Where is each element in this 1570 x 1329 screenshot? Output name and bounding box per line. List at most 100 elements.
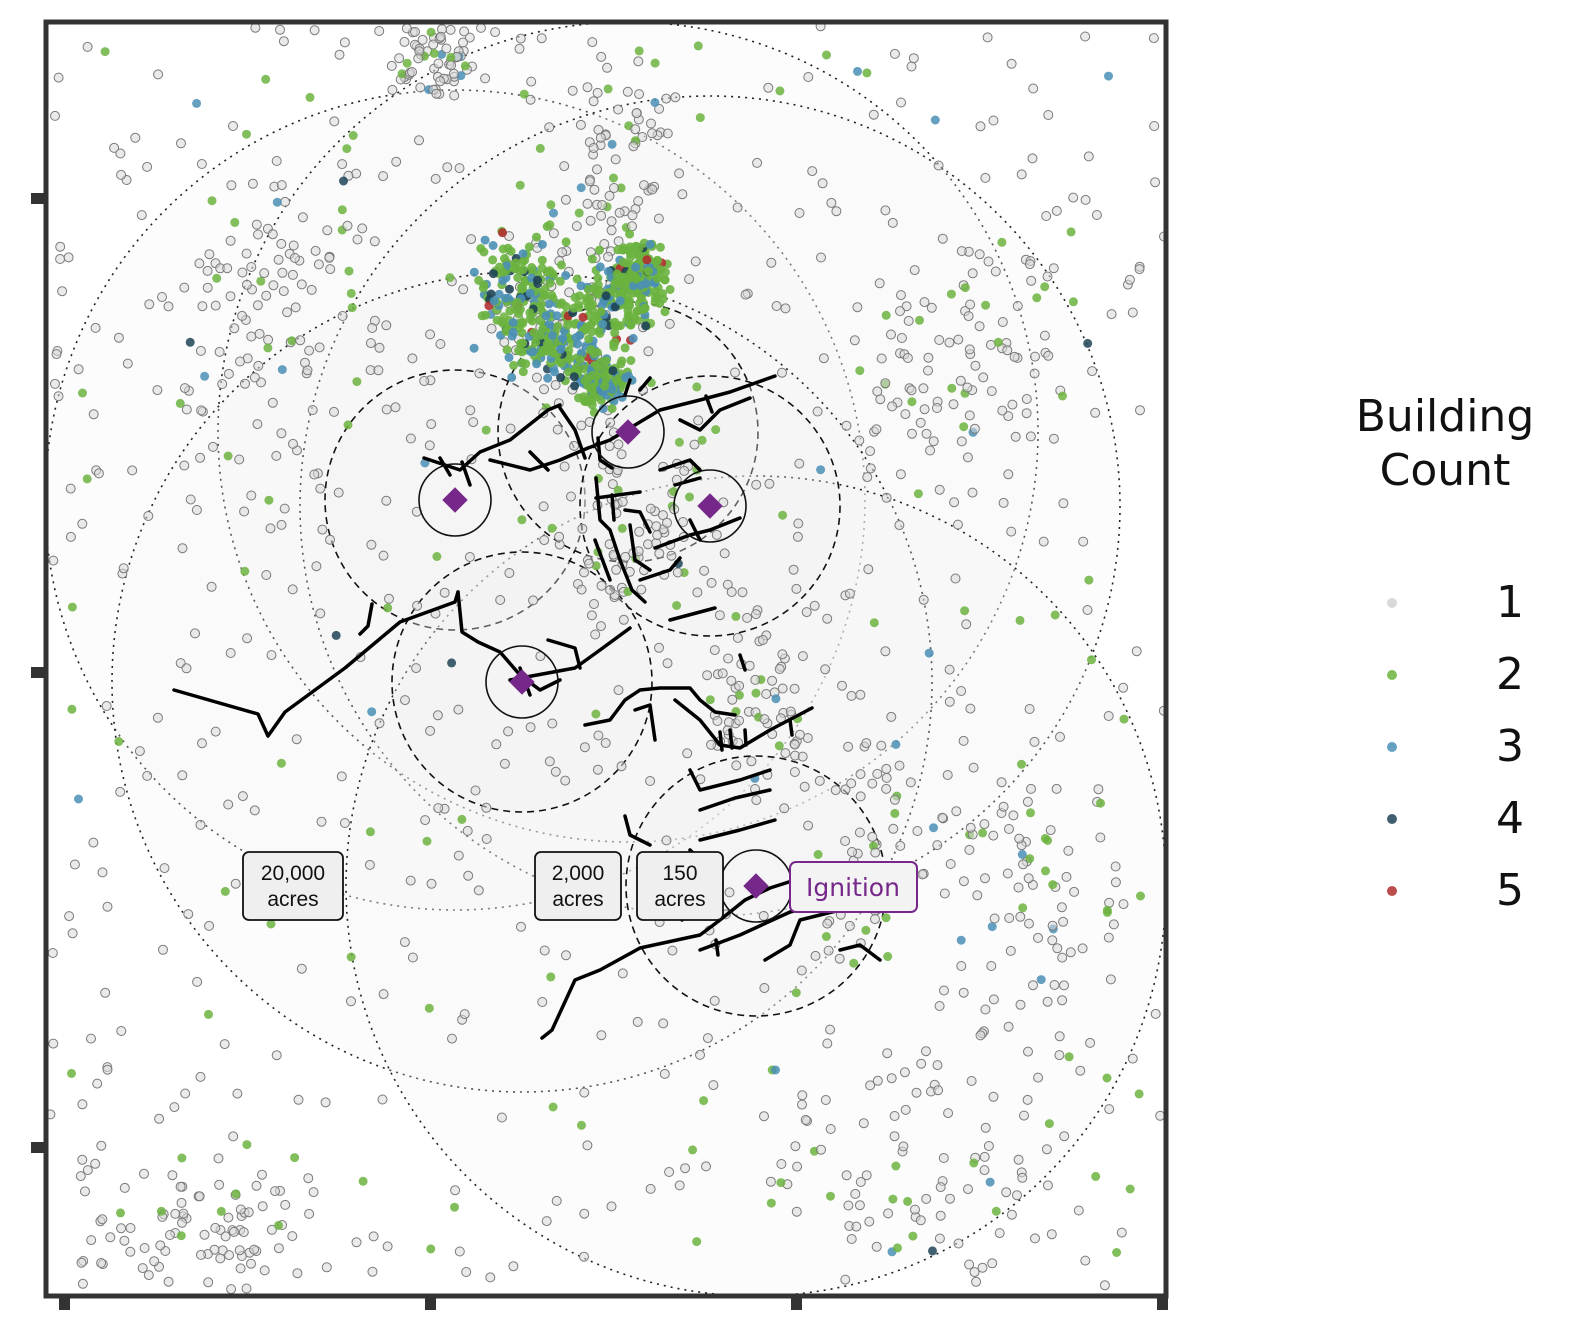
building-point	[580, 397, 590, 406]
building-point	[830, 785, 841, 796]
building-point	[788, 564, 799, 575]
building-point	[1041, 866, 1050, 876]
building-point	[1135, 405, 1145, 416]
building-point	[677, 189, 688, 200]
building-point	[861, 925, 871, 935]
area-label-20000-value: 20,000	[261, 862, 325, 885]
building-point	[617, 356, 627, 366]
building-point	[880, 205, 891, 216]
building-point	[256, 276, 266, 286]
building-point	[307, 405, 318, 415]
building-point	[272, 197, 282, 207]
building-point	[919, 297, 930, 308]
building-point	[598, 319, 608, 329]
building-point	[64, 911, 75, 922]
building-point	[750, 674, 761, 685]
building-point	[101, 701, 112, 711]
building-point	[228, 121, 238, 131]
building-point	[200, 371, 210, 381]
building-point	[573, 339, 583, 349]
building-point	[605, 584, 616, 595]
building-point	[453, 704, 464, 715]
building-point	[1028, 980, 1038, 991]
building-point	[620, 343, 630, 353]
building-point	[337, 205, 347, 215]
building-point	[650, 293, 660, 303]
building-point	[53, 72, 64, 83]
building-point	[536, 33, 547, 44]
building-point	[692, 382, 702, 392]
building-point	[266, 919, 276, 929]
building-point	[1106, 309, 1117, 320]
building-point	[481, 834, 492, 844]
building-point	[271, 156, 282, 166]
building-point	[259, 1265, 270, 1276]
building-point	[601, 356, 611, 366]
building-point	[579, 1087, 590, 1098]
building-point	[579, 567, 589, 578]
building-point	[844, 920, 855, 931]
building-point	[113, 332, 124, 343]
building-point	[259, 268, 270, 279]
building-point	[631, 274, 641, 284]
building-point	[109, 142, 120, 153]
building-point	[241, 1283, 252, 1294]
building-point	[450, 1202, 459, 1212]
building-point	[962, 382, 973, 393]
building-point	[723, 653, 734, 664]
building-point	[366, 539, 377, 550]
building-point	[368, 1231, 379, 1242]
building-point	[888, 1194, 898, 1204]
building-point	[1044, 1119, 1054, 1129]
building-point	[565, 354, 575, 364]
building-point	[767, 675, 778, 686]
building-point	[1027, 153, 1038, 164]
building-point	[616, 761, 627, 772]
building-point	[771, 301, 782, 311]
building-point	[1125, 1184, 1135, 1194]
building-point	[405, 875, 416, 886]
building-point	[191, 505, 202, 515]
building-point	[48, 1038, 59, 1049]
building-point	[268, 280, 279, 291]
building-point	[446, 60, 457, 71]
building-point	[278, 286, 289, 297]
building-point	[670, 92, 681, 103]
building-point	[881, 783, 892, 794]
building-point	[758, 910, 769, 921]
building-point	[48, 555, 59, 566]
building-point	[1025, 431, 1036, 442]
building-point	[377, 1094, 388, 1105]
building-point	[744, 660, 755, 671]
building-point	[911, 1087, 922, 1098]
building-point	[862, 68, 872, 78]
building-point	[1064, 1052, 1074, 1062]
building-point	[855, 1177, 866, 1187]
building-point	[870, 914, 880, 925]
building-point	[544, 299, 554, 309]
building-point	[906, 385, 917, 396]
building-point	[347, 303, 357, 313]
building-point	[777, 683, 788, 694]
building-point	[114, 737, 124, 746]
building-point	[651, 521, 662, 532]
building-point	[237, 791, 248, 802]
legend-swatch	[1387, 742, 1397, 752]
building-point	[601, 374, 611, 384]
building-point	[661, 93, 672, 104]
building-point	[541, 1216, 552, 1227]
building-point	[846, 690, 857, 701]
building-point	[544, 756, 555, 767]
building-point	[575, 119, 586, 130]
building-point	[546, 200, 556, 210]
building-point	[937, 233, 948, 244]
building-point	[608, 366, 618, 376]
building-point	[552, 424, 563, 435]
building-point	[435, 339, 446, 349]
building-point	[496, 1112, 507, 1123]
building-point	[871, 424, 882, 435]
building-point	[183, 909, 194, 920]
building-point	[180, 1088, 191, 1099]
building-point	[550, 380, 561, 390]
building-point	[1047, 935, 1058, 946]
